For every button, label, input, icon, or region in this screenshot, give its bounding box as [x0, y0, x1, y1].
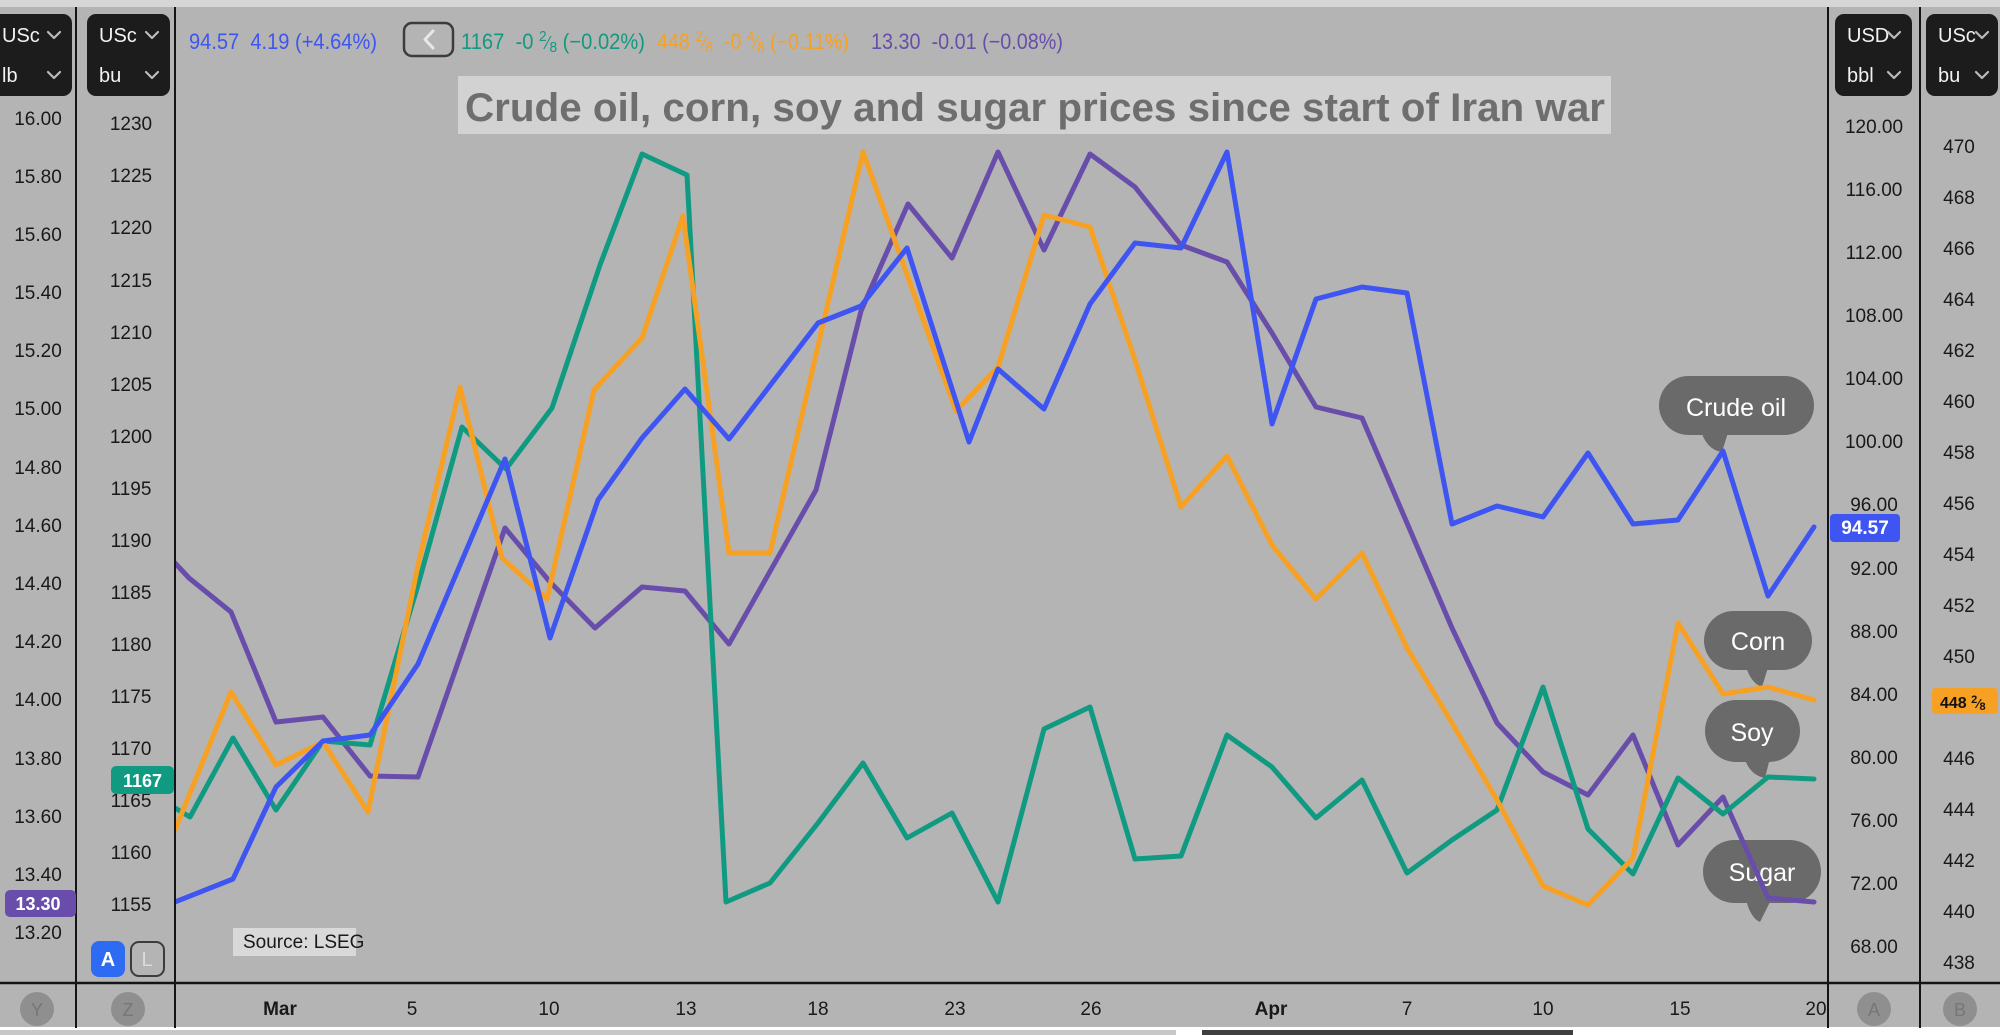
- svg-text:Crude oil: Crude oil: [1686, 394, 1786, 422]
- svg-text:USc: USc: [99, 25, 137, 47]
- svg-text:14.40: 14.40: [14, 574, 62, 595]
- svg-text:A: A: [1868, 1000, 1880, 1020]
- svg-text:1210: 1210: [110, 323, 152, 344]
- svg-text:Apr: Apr: [1255, 999, 1288, 1020]
- svg-text:464: 464: [1943, 290, 1975, 311]
- svg-text:Z: Z: [123, 1000, 134, 1020]
- svg-text:13.80: 13.80: [14, 749, 62, 770]
- svg-text:20: 20: [1805, 999, 1826, 1020]
- svg-text:bu: bu: [99, 65, 121, 87]
- svg-text:13.30 -0.01 (−0.08%): 13.30 -0.01 (−0.08%): [871, 29, 1063, 54]
- svg-text:462: 462: [1943, 341, 1975, 362]
- svg-text:15.00: 15.00: [14, 399, 62, 420]
- svg-text:1205: 1205: [110, 375, 152, 396]
- svg-text:1195: 1195: [111, 479, 152, 500]
- svg-text:120.00: 120.00: [1845, 117, 1903, 138]
- svg-text:1215: 1215: [110, 271, 152, 292]
- svg-text:116.00: 116.00: [1846, 180, 1903, 201]
- svg-text:7: 7: [1402, 999, 1413, 1020]
- svg-text:94.57: 94.57: [1841, 518, 1889, 539]
- svg-text:446: 446: [1943, 749, 1975, 770]
- svg-text:14.20: 14.20: [14, 632, 62, 653]
- svg-text:80.00: 80.00: [1850, 748, 1898, 769]
- svg-text:Crude oil, corn, soy and sugar: Crude oil, corn, soy and sugar prices si…: [465, 86, 1605, 130]
- svg-text:470: 470: [1943, 137, 1975, 158]
- svg-text:458: 458: [1943, 443, 1975, 464]
- svg-text:13.30: 13.30: [15, 894, 60, 914]
- svg-text:68.00: 68.00: [1850, 937, 1898, 958]
- svg-text:92.00: 92.00: [1850, 559, 1898, 580]
- svg-text:72.00: 72.00: [1850, 874, 1898, 895]
- svg-text:454: 454: [1943, 545, 1975, 566]
- svg-text:bbl: bbl: [1847, 65, 1874, 87]
- svg-text:1160: 1160: [111, 843, 152, 864]
- svg-text:112.00: 112.00: [1846, 243, 1903, 264]
- svg-text:5: 5: [407, 999, 418, 1020]
- svg-text:442: 442: [1943, 851, 1975, 872]
- svg-text:18: 18: [807, 999, 828, 1020]
- svg-text:104.00: 104.00: [1845, 369, 1903, 390]
- svg-text:94.57 4.19 (+4.64%): 94.57 4.19 (+4.64%): [189, 29, 377, 54]
- svg-text:96.00: 96.00: [1850, 495, 1898, 516]
- svg-text:10: 10: [1532, 999, 1553, 1020]
- svg-text:13.20: 13.20: [14, 923, 62, 944]
- svg-text:USc: USc: [1938, 25, 1976, 47]
- svg-text:468: 468: [1943, 188, 1975, 209]
- svg-text:1175: 1175: [111, 687, 152, 708]
- svg-text:15.40: 15.40: [14, 283, 62, 304]
- svg-text:13: 13: [675, 999, 696, 1020]
- svg-text:1185: 1185: [111, 583, 152, 604]
- svg-text:14.60: 14.60: [14, 516, 62, 537]
- svg-text:10: 10: [538, 999, 559, 1020]
- svg-text:14.00: 14.00: [14, 690, 62, 711]
- svg-text:L: L: [141, 949, 152, 971]
- svg-text:456: 456: [1943, 494, 1975, 515]
- svg-text:13.40: 13.40: [14, 865, 62, 886]
- svg-text:444: 444: [1943, 800, 1975, 821]
- svg-text:23: 23: [944, 999, 965, 1020]
- svg-text:1165: 1165: [111, 791, 152, 812]
- svg-text:1190: 1190: [111, 531, 152, 552]
- svg-text:1220: 1220: [110, 218, 152, 239]
- svg-text:15.20: 15.20: [14, 341, 62, 362]
- svg-text:bu: bu: [1938, 65, 1960, 87]
- svg-text:450: 450: [1943, 647, 1975, 668]
- svg-text:USc: USc: [2, 25, 40, 47]
- svg-text:100.00: 100.00: [1845, 432, 1903, 453]
- svg-text:84.00: 84.00: [1850, 685, 1898, 706]
- svg-text:76.00: 76.00: [1850, 811, 1898, 832]
- svg-text:460: 460: [1943, 392, 1975, 413]
- svg-text:26: 26: [1080, 999, 1101, 1020]
- svg-text:1200: 1200: [110, 427, 152, 448]
- svg-text:Source: LSEG: Source: LSEG: [243, 932, 364, 953]
- svg-text:448 2⁄8: 448 2⁄8: [1940, 694, 1986, 713]
- svg-text:14.80: 14.80: [14, 458, 62, 479]
- svg-text:15: 15: [1669, 999, 1690, 1020]
- svg-text:A: A: [101, 949, 115, 971]
- svg-text:108.00: 108.00: [1845, 306, 1903, 327]
- svg-text:B: B: [1954, 1000, 1966, 1020]
- svg-text:466: 466: [1943, 239, 1975, 260]
- svg-text:16.00: 16.00: [14, 109, 62, 130]
- svg-text:438: 438: [1943, 953, 1975, 974]
- svg-text:Soy: Soy: [1730, 719, 1774, 747]
- svg-text:USD: USD: [1847, 25, 1889, 47]
- svg-text:1180: 1180: [111, 635, 152, 656]
- svg-text:1155: 1155: [111, 895, 152, 916]
- svg-text:452: 452: [1943, 596, 1975, 617]
- svg-text:1225: 1225: [110, 166, 152, 187]
- svg-text:15.80: 15.80: [14, 167, 62, 188]
- svg-text:1167: 1167: [123, 771, 162, 791]
- svg-text:Mar: Mar: [263, 999, 297, 1020]
- svg-text:1170: 1170: [111, 739, 152, 760]
- svg-text:15.60: 15.60: [14, 225, 62, 246]
- svg-text:lb: lb: [2, 65, 18, 87]
- svg-text:1230: 1230: [110, 114, 152, 135]
- svg-text:Y: Y: [31, 1000, 43, 1020]
- svg-text:13.60: 13.60: [14, 807, 62, 828]
- svg-text:Corn: Corn: [1731, 628, 1785, 656]
- svg-text:88.00: 88.00: [1850, 622, 1898, 643]
- svg-text:440: 440: [1943, 902, 1975, 923]
